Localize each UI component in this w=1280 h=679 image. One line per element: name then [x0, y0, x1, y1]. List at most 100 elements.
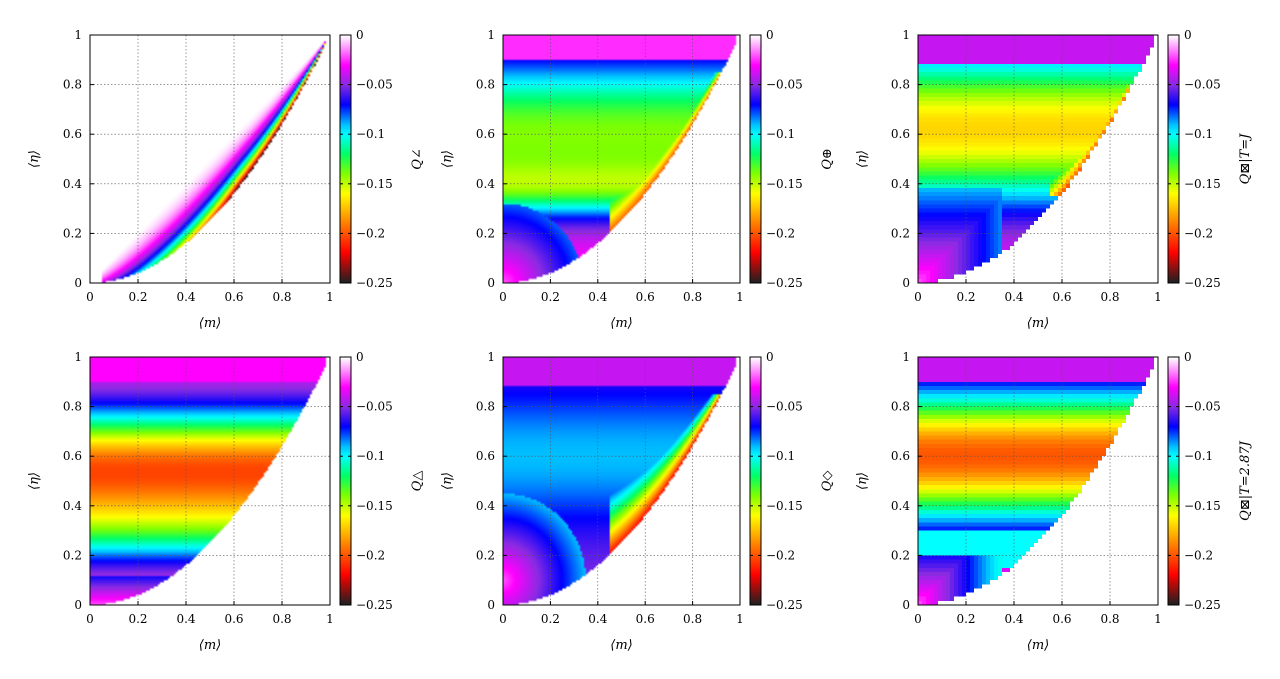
x-tick-label: 0.2	[128, 612, 147, 626]
heatmap-p6	[918, 357, 1158, 605]
y-axis-label: ⟨η⟩	[855, 472, 870, 490]
y-tick-label: 0.4	[476, 177, 495, 191]
colorbar-tick-label: −0.05	[766, 400, 803, 414]
colorbar-label: Q⊠|T=2.87J	[1238, 440, 1253, 520]
x-tick-label: 0	[86, 612, 94, 626]
colorbar-tick-label: −0.2	[356, 226, 385, 240]
colorbar-p2	[750, 35, 761, 283]
colorbar-tick-label: −0.25	[356, 598, 393, 612]
colorbar-p6	[1168, 357, 1179, 605]
x-axis-label: ⟨m⟩	[1027, 316, 1049, 331]
x-tick-label: 0.4	[176, 290, 195, 304]
axes-frame-p2	[502, 34, 741, 284]
x-tick-label: 0	[914, 290, 922, 304]
x-tick-label: 1	[736, 290, 744, 304]
panel-p2: 0 0.2 0.4 0.6 0.8 1 0 0.2 0.4 0.6 0.8 1 ⟨m⟩ ⟨η⟩ 0 −0.05…	[440, 28, 835, 331]
panel-p4: 0 0.2 0.4 0.6 0.8 1 0 0.2 0.4 0.6 0.8 1 ⟨m⟩ ⟨η⟩ 0 −0.05…	[27, 350, 425, 653]
heatmap-p1	[90, 35, 330, 283]
panel-p5: 0 0.2 0.4 0.6 0.8 1 0 0.2 0.4 0.6 0.8 1 ⟨m⟩ ⟨η⟩ 0 −0.05…	[440, 350, 835, 653]
y-tick-label: 0.6	[476, 449, 495, 463]
colorbar-tick-label: −0.25	[1184, 598, 1221, 612]
colorbar-tick-label: 0	[1184, 350, 1192, 364]
heatmap-p3	[918, 35, 1158, 283]
colorbar-tick-label: −0.2	[1184, 226, 1213, 240]
colorbar-tick-label: −0.25	[1184, 276, 1221, 290]
colorbar-p3	[1168, 35, 1179, 283]
x-tick-label: 0.6	[636, 290, 655, 304]
y-tick-label: 0.2	[891, 226, 910, 240]
x-tick-label: 0.8	[683, 290, 702, 304]
colorbar-tick-label: −0.1	[1184, 127, 1213, 141]
y-tick-label: 0	[487, 276, 495, 290]
y-axis-label: ⟨η⟩	[855, 150, 870, 168]
x-tick-label: 0.4	[1004, 612, 1023, 626]
colorbar-p4	[340, 357, 351, 605]
y-tick-label: 0.6	[891, 449, 910, 463]
y-tick-label: 0.8	[63, 400, 82, 414]
y-tick-label: 0	[487, 598, 495, 612]
x-tick-label: 0.8	[1100, 612, 1119, 626]
y-tick-label: 0.2	[63, 226, 82, 240]
y-axis-label: ⟨η⟩	[440, 472, 455, 490]
y-tick-label: 0.2	[63, 548, 82, 562]
x-axis-label: ⟨m⟩	[199, 316, 221, 331]
y-axis-label: ⟨η⟩	[27, 150, 42, 168]
x-tick-label: 0.4	[588, 612, 607, 626]
heatmap-p4	[90, 357, 330, 605]
x-tick-label: 0.8	[683, 612, 702, 626]
x-tick-label: 0.2	[956, 290, 975, 304]
x-tick-label: 0.2	[541, 612, 560, 626]
colorbar-tick-label: −0.2	[766, 226, 795, 240]
colorbar-label: Q△	[410, 471, 425, 492]
y-tick-label: 0.4	[476, 499, 495, 513]
x-tick-label: 1	[736, 612, 744, 626]
axes-frame-p4	[89, 356, 331, 606]
y-tick-label: 0.6	[476, 127, 495, 141]
colorbar-tick-label: −0.25	[766, 276, 803, 290]
x-tick-label: 0.6	[224, 612, 243, 626]
y-axis-label: ⟨η⟩	[440, 150, 455, 168]
y-tick-label: 0.2	[891, 548, 910, 562]
y-tick-label: 1	[74, 28, 82, 42]
y-tick-label: 0.6	[63, 449, 82, 463]
colorbar-frame	[749, 356, 762, 606]
colorbar-p5	[750, 357, 761, 605]
y-tick-label: 0.4	[63, 499, 82, 513]
y-tick-label: 0	[74, 276, 82, 290]
y-tick-label: 1	[902, 28, 910, 42]
colorbar-tick-label: −0.1	[356, 449, 385, 463]
y-tick-label: 0	[74, 598, 82, 612]
colorbar-tick-label: −0.2	[356, 548, 385, 562]
x-tick-label: 0.6	[224, 290, 243, 304]
x-axis-label: ⟨m⟩	[1027, 638, 1049, 653]
y-tick-label: 0.2	[476, 548, 495, 562]
y-tick-label: 0.8	[891, 78, 910, 92]
colorbar-tick-label: 0	[766, 28, 774, 42]
colorbar-tick-label: 0	[356, 350, 364, 364]
y-tick-label: 0.4	[63, 177, 82, 191]
x-tick-label: 1	[1154, 290, 1162, 304]
panel-p1: 0 0.2 0.4 0.6 0.8 1 0 0.2 0.4 0.6 0.8 1 ⟨m⟩ ⟨η⟩ 0 −0.05…	[27, 28, 425, 331]
panel-p3: 0 0.2 0.4 0.6 0.8 1 0 0.2 0.4 0.6 0.8 1 ⟨m⟩ ⟨η⟩ 0 −0.05…	[855, 28, 1253, 331]
colorbar-tick-label: −0.05	[356, 400, 393, 414]
x-tick-label: 0.8	[272, 290, 291, 304]
x-tick-label: 1	[1154, 612, 1162, 626]
colorbar-tick-label: −0.05	[1184, 400, 1221, 414]
colorbar-tick-label: −0.1	[766, 449, 795, 463]
colorbar-tick-label: −0.05	[1184, 78, 1221, 92]
colorbar-tick-label: −0.15	[1184, 177, 1221, 191]
y-tick-label: 0.4	[891, 499, 910, 513]
colorbar-tick-label: −0.15	[356, 177, 393, 191]
colorbar-tick-label: −0.25	[766, 598, 803, 612]
x-tick-label: 1	[326, 612, 334, 626]
x-tick-label: 0.4	[176, 612, 195, 626]
colorbar-tick-label: 0	[766, 350, 774, 364]
colorbar-frame	[1167, 34, 1180, 284]
y-tick-label: 1	[487, 28, 495, 42]
axes-frame-p3	[917, 34, 1159, 284]
panel-p6: 0 0.2 0.4 0.6 0.8 1 0 0.2 0.4 0.6 0.8 1 ⟨m⟩ ⟨η⟩ 0 −0.05…	[855, 350, 1253, 653]
colorbar-tick-label: 0	[356, 28, 364, 42]
x-tick-label: 0.2	[128, 290, 147, 304]
x-tick-label: 0.8	[272, 612, 291, 626]
